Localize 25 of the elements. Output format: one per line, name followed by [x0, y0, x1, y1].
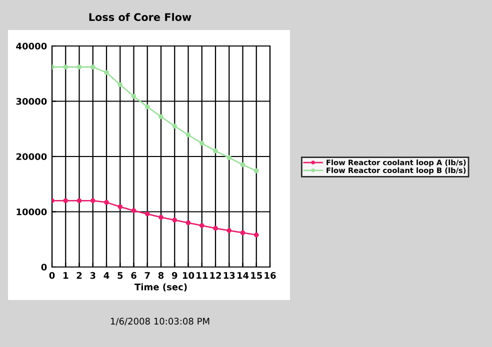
y-tick-label: 30000 [16, 98, 47, 105]
x-tick-label: 3 [90, 272, 96, 279]
x-tick-label: 0 [49, 272, 55, 279]
y-tick-label: 20000 [16, 153, 47, 160]
y-tick-label: 10000 [16, 208, 47, 216]
text: 1/6/2008 10:03:08 PM [110, 318, 210, 326]
x-tick-label: 7 [144, 272, 150, 279]
x-tick-label: 1 [64, 272, 68, 279]
x-tick-label: 11 [196, 272, 208, 279]
x-tick-label: 16 [264, 272, 276, 279]
x-tick-label: 14 [237, 272, 249, 279]
y-tick-label: 0 [41, 264, 47, 271]
x-tick-label: 6 [131, 272, 136, 279]
y-tick-label: 40000 [16, 42, 47, 50]
chart-title: Loss of Core Flow [89, 12, 192, 22]
x-tick-label: 9 [172, 272, 178, 279]
x-tick-label: 15 [251, 272, 262, 279]
x-tick-label: 2 [76, 272, 82, 279]
x-tick-label: 4 [104, 272, 110, 279]
x-tick-label: 10 [182, 272, 194, 279]
x-tick-label: 13 [224, 272, 235, 279]
x-axis-title: Time (sec) [134, 283, 187, 292]
x-tick-label: 5 [118, 272, 123, 279]
x-tick-label: 8 [158, 272, 164, 279]
x-tick-label: 12 [210, 272, 221, 279]
